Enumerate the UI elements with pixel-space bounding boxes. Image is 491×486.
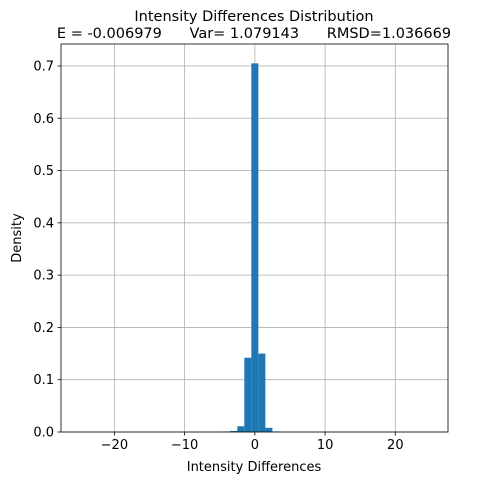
x-tick-label: −20	[101, 438, 128, 453]
y-axis-label: Density	[10, 213, 25, 263]
axes-frame	[60, 43, 449, 433]
bar	[265, 427, 273, 432]
x-tick-label: −10	[171, 438, 198, 453]
x-tick-label: 10	[317, 438, 334, 453]
bar	[244, 357, 252, 432]
y-tick-label: 0.0	[33, 426, 54, 441]
bar	[251, 63, 259, 432]
y-tick-label: 0.3	[33, 269, 54, 284]
x-axis-label: Intensity Differences	[187, 460, 322, 475]
y-tick-label: 0.1	[33, 373, 54, 388]
x-tick-label: 0	[251, 438, 259, 453]
x-tick-label: 20	[387, 438, 404, 453]
y-tick-label: 0.2	[33, 321, 54, 336]
chart-subtitle: E = -0.006979 Var= 1.079143 RMSD=1.03666…	[57, 26, 451, 42]
y-tick-label: 0.4	[33, 216, 54, 231]
y-tick-label: 0.7	[33, 59, 54, 74]
bar	[237, 426, 245, 432]
bar	[230, 430, 238, 432]
y-tick-label: 0.5	[33, 164, 54, 179]
bar	[258, 353, 266, 432]
y-tick-label: 0.6	[33, 112, 54, 127]
chart-title: Intensity Differences Distribution	[134, 9, 373, 25]
